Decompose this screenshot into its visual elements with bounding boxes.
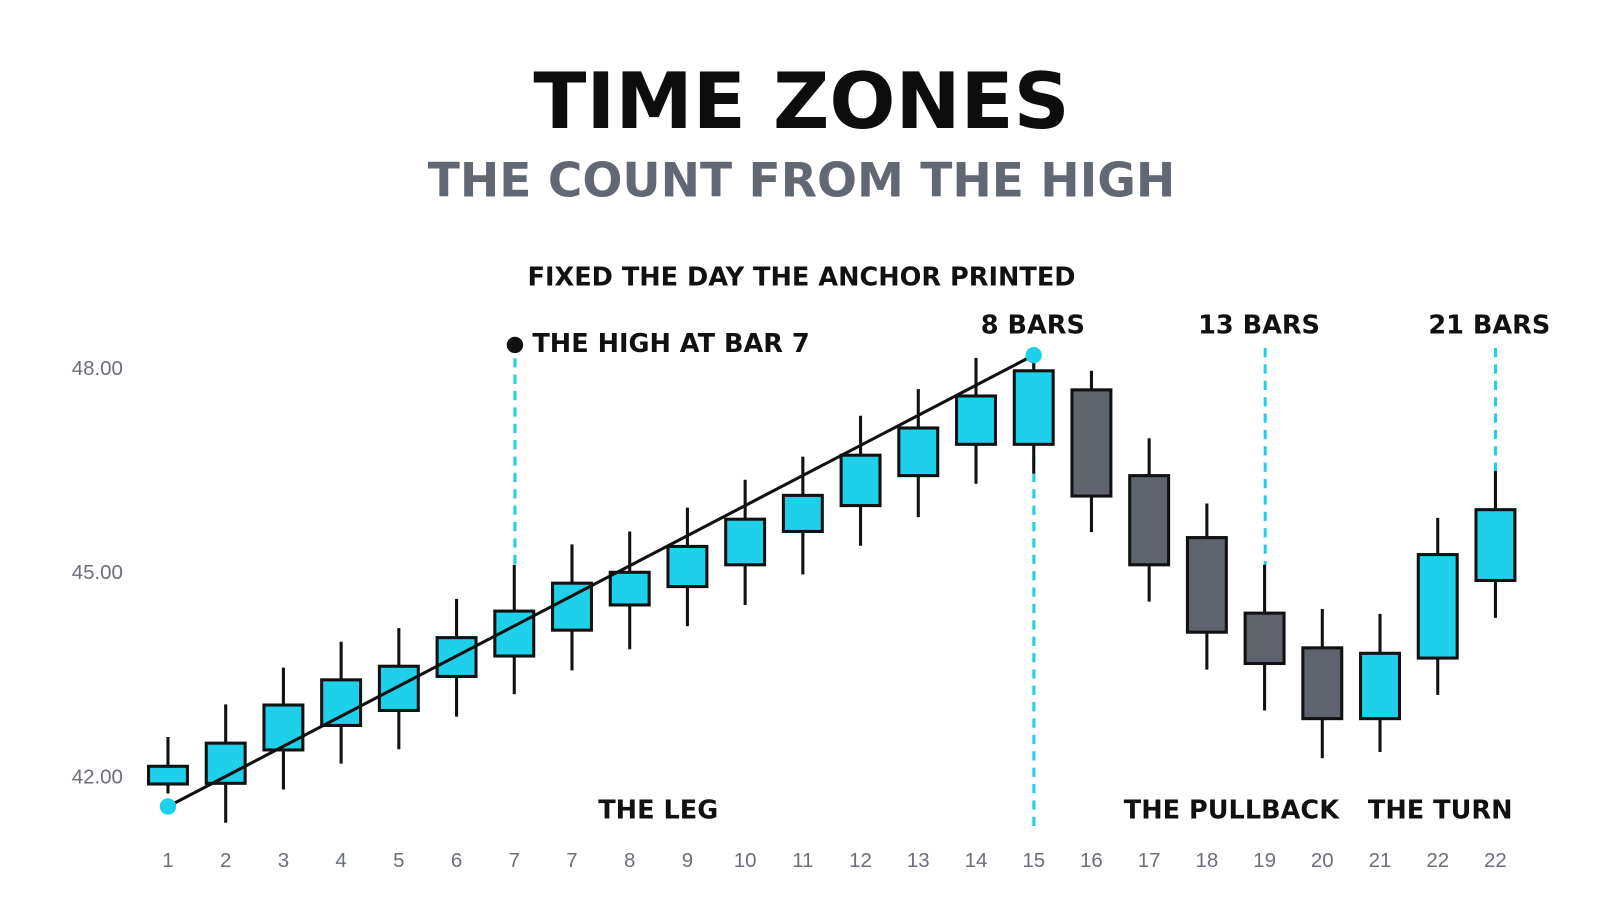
x-tick-label: 16 bbox=[1080, 849, 1103, 872]
x-tick-label: 1 bbox=[162, 849, 173, 872]
x-tick-label: 17 bbox=[1138, 849, 1161, 872]
x-tick-label: 22 bbox=[1484, 849, 1507, 872]
x-tick-label: 9 bbox=[682, 849, 693, 872]
candle-body bbox=[377, 664, 420, 713]
candle-body bbox=[839, 453, 882, 508]
annotation: 13 BARS bbox=[1198, 311, 1320, 341]
candle-body bbox=[666, 544, 709, 589]
x-tick-label: 19 bbox=[1253, 849, 1276, 872]
x-tick-label: 18 bbox=[1195, 849, 1218, 872]
y-tick-label: 48.00 bbox=[72, 357, 123, 380]
candle-body bbox=[897, 426, 940, 478]
candle-body bbox=[1474, 508, 1517, 582]
candle-body bbox=[781, 493, 824, 533]
x-tick-label: 10 bbox=[734, 849, 757, 872]
annotation: 8 BARS bbox=[981, 311, 1085, 341]
x-tick-label: 12 bbox=[849, 849, 872, 872]
candle-body bbox=[146, 764, 189, 786]
x-tick-label: 11 bbox=[792, 849, 813, 872]
trend-line bbox=[167, 353, 1035, 808]
x-tick-label: 7 bbox=[566, 849, 577, 872]
caption: FIXED THE DAY THE ANCHOR PRINTED bbox=[528, 262, 1076, 292]
annotation: THE PULLBACK bbox=[1124, 796, 1340, 826]
annotation: THE LEG bbox=[598, 796, 718, 826]
x-tick-label: 3 bbox=[278, 849, 289, 872]
candle-body bbox=[262, 703, 305, 752]
candle-body bbox=[1128, 474, 1171, 567]
x-tick-label: 13 bbox=[907, 849, 930, 872]
candle-body bbox=[1359, 651, 1401, 721]
anchor-dot bbox=[506, 336, 524, 354]
candle-body bbox=[1070, 388, 1113, 498]
x-tick-label: 7 bbox=[509, 849, 520, 872]
candle-body bbox=[1301, 646, 1344, 721]
trend-point bbox=[159, 798, 177, 815]
annotation: THE TURN bbox=[1368, 796, 1513, 826]
candle-body bbox=[1416, 553, 1459, 660]
candle-body bbox=[320, 678, 363, 727]
x-tick-label: 20 bbox=[1311, 849, 1334, 872]
annotation: 21 BARS bbox=[1428, 311, 1550, 341]
candle-body bbox=[1012, 369, 1055, 446]
chart-subtitle: THE COUNT FROM THE HIGH bbox=[428, 154, 1175, 209]
x-tick-label: 2 bbox=[220, 849, 231, 872]
annotation: THE HIGH AT BAR 7 bbox=[532, 329, 809, 359]
x-tick-label: 22 bbox=[1426, 849, 1449, 872]
candle-body bbox=[1185, 536, 1228, 634]
x-tick-label: 5 bbox=[393, 849, 404, 872]
x-tick-label: 6 bbox=[451, 849, 462, 872]
x-tick-label: 4 bbox=[335, 849, 346, 872]
x-tick-label: 15 bbox=[1022, 849, 1045, 872]
x-tick-label: 21 bbox=[1369, 849, 1392, 872]
candle-body bbox=[724, 517, 767, 567]
x-tick-label: 8 bbox=[624, 849, 635, 872]
candle-body bbox=[1243, 611, 1286, 666]
chart-title: TIME ZONES bbox=[533, 57, 1069, 147]
trend-point bbox=[1025, 346, 1042, 364]
candle-body bbox=[955, 394, 997, 446]
y-tick-label: 42.00 bbox=[72, 765, 123, 788]
x-tick-label: 14 bbox=[965, 849, 988, 872]
y-tick-label: 45.00 bbox=[72, 561, 123, 584]
candle-body bbox=[608, 570, 651, 607]
